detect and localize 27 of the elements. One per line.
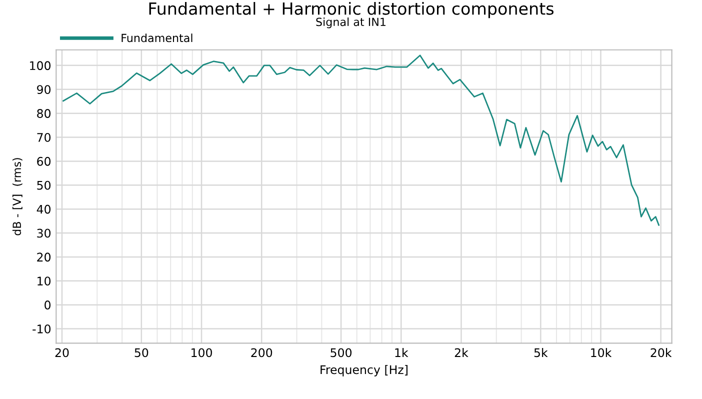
- x-tick-label: 50: [134, 348, 148, 358]
- x-tick-label: 2k: [454, 348, 468, 357]
- y-tick-label: 90: [37, 85, 51, 94]
- y-tick-label: 60: [37, 156, 51, 166]
- x-tick-label: 200: [251, 348, 272, 358]
- y-tick-label: 0: [44, 300, 51, 310]
- y-tick-label: 70: [37, 132, 51, 142]
- y-tick-label: 40: [36, 204, 51, 214]
- x-tick-label: 1k: [395, 348, 408, 357]
- chart-subtitle: Signal at IN1: [316, 17, 386, 28]
- x-tick-label: 100: [192, 348, 212, 358]
- y-tick-label: 20: [37, 252, 51, 262]
- y-tick-label: -10: [32, 324, 51, 334]
- y-axis-title: dB - [V] (rms): [12, 158, 22, 236]
- x-tick-label: 10k: [591, 348, 612, 358]
- x-tick-label: 20: [55, 348, 69, 358]
- y-tick-label: 80: [37, 109, 51, 118]
- chart-title: Fundamental + Harmonic distortion components: [149, 2, 554, 18]
- x-axis-title: Frequency [Hz]: [320, 364, 408, 376]
- y-tick-label: 100: [30, 61, 51, 70]
- x-tick-label: 500: [330, 348, 352, 358]
- y-tick-label: 10: [38, 276, 51, 286]
- x-tick-label: 5k: [534, 348, 548, 358]
- x-tick-label: 20k: [650, 348, 672, 358]
- y-tick-label: 50: [37, 180, 51, 190]
- y-tick-label: 30: [37, 228, 51, 238]
- legend-label: Fundamental: [122, 34, 192, 42]
